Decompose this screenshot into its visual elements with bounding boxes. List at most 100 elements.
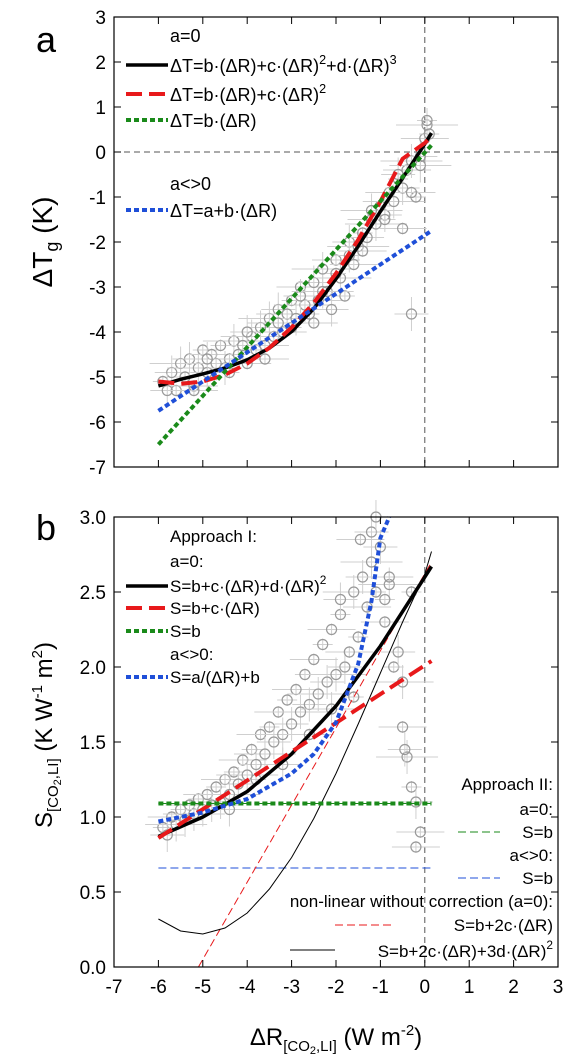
panel-b-axes: -7 -6 -5 -4 -3 -2 -1 0 1 2 3 0.0 0.5 1.0 1.5 2.0 2.5 3.0 [80, 508, 564, 998]
panel-a-data-point [374, 213, 395, 226]
panel-b-xlabel: ΔR[CO2,LI] (W m-2) [250, 1022, 422, 1057]
panel-a-series-linoff [157, 229, 433, 413]
panel-b-legend2-group-an0: a<>0: [510, 846, 554, 865]
panel-a-data-point [338, 245, 387, 257]
panel-a-data-point [230, 315, 265, 349]
panel-b-data-point [401, 781, 422, 793]
panel-b-legend2-label-nl_lin-part: S=b+2c·(ΔR) [454, 916, 553, 935]
panel-b-xlabel-unit2: ) [414, 1024, 422, 1051]
panel-a-point-marker [241, 326, 253, 338]
panel-b-legend2-label-II_an0-part: S=b [522, 869, 553, 888]
panel-b-legend2-group-nl: non-linear without correction (a=0): [290, 892, 553, 911]
panel-a-ylabel-unit: (K) [27, 197, 58, 242]
panel-b-point-marker [228, 766, 240, 778]
panel-a-data-point [387, 186, 436, 199]
panel-a-data-point [380, 144, 443, 178]
panel-b-legend-label-I_lin-part: S=b+c·(ΔR) [170, 599, 260, 618]
panel-b-legend: Approach I:a=0:S=b+c·(ΔR)+d·(ΔR)2S=b+c·(… [126, 527, 553, 961]
panel-b-legend2-group-a0: a=0: [519, 800, 553, 819]
panel-a-y-tick-label: -2 [89, 233, 106, 254]
panel-b-ylabel-sub3: ,LI] [45, 758, 62, 779]
panel-b-data-point [343, 601, 392, 613]
panel-a-legend-label-lin-part: ΔT=b·(ΔR) [170, 111, 257, 131]
panel-a-legend-label-linoff-part: ΔT=a+b·(ΔR) [170, 201, 277, 221]
panel-a-point-marker [421, 114, 433, 127]
panel-b-data-point [256, 725, 291, 759]
panel-b-point-marker [352, 631, 364, 643]
panel-b-point-marker [312, 688, 324, 700]
panel-b-ylabel-unit3: ) [31, 642, 58, 650]
svg-text:S[CO2,LI] (K W-1 m2): S[CO2,LI] (K W-1 m2) [29, 642, 64, 828]
panel-b-point-marker [348, 691, 360, 703]
panel-a-legend-label-cubic-sup: 3 [390, 53, 397, 67]
panel-b-point-marker [294, 706, 307, 718]
panel-b-data-point [259, 721, 280, 733]
panel-a-point-marker [325, 303, 338, 316]
panel-b-legend2-label-II_a0: S=b [522, 823, 553, 842]
panel-b-y-tick-label: 2.0 [80, 658, 106, 679]
panel-a-legend-group-a0: a=0 [170, 26, 201, 46]
panel-a-legend-label-cubic-part: + [326, 56, 337, 76]
panel-b-legend2-label-II_an0: S=b [522, 869, 553, 888]
panel-b-xlabel-sup: -2 [401, 1022, 414, 1039]
panel-b-point-marker [321, 676, 333, 688]
panel-a-y-tick-label: -4 [89, 323, 106, 344]
panel-a-legend: a=0ΔT=b·(ΔR)+c·(ΔR)2+d·(ΔR)3ΔT=b·(ΔR)+c·… [126, 26, 397, 221]
panel-b-data-point [310, 665, 345, 699]
panel-b-legend2-label-nl_quad: S=b+2c·(ΔR)+3d·(ΔR)2 [378, 938, 554, 961]
panel-b-series-I_lin [157, 659, 433, 840]
panel-b-data-point [312, 638, 333, 651]
panel-b-ylabel-sup2: 2 [29, 650, 46, 658]
panel-a-point-marker [405, 308, 418, 320]
panel-b-xlabel-sub3: ,LI] [316, 1038, 337, 1055]
panel-b-point-marker [325, 623, 338, 636]
panel-a-point-marker [348, 258, 360, 271]
panel-b-point-marker [397, 721, 409, 733]
panel-b-xlabel-main: ΔR [250, 1024, 283, 1051]
panel-a-point-marker [201, 353, 213, 365]
panel-b-point-marker [286, 718, 298, 730]
panel-b-xlabel-sub: [CO [283, 1038, 310, 1055]
panel-b-x-tick-label: 3 [553, 977, 564, 998]
panel-b-data-point [269, 695, 332, 729]
panel-b-point-marker [250, 758, 262, 771]
panel-a-ylabel-sub: g [42, 242, 62, 252]
panel-b-data-point [374, 593, 395, 606]
panel-b-legend-label-I_quad-sup: 2 [320, 573, 327, 587]
panel-b-legend-group-a0: a=0: [170, 552, 204, 571]
panel-b-point-marker [308, 653, 320, 666]
panel-b-legend2-label-nl_quad-part: S=b+2c·(ΔR)+3d·(ΔR) [378, 942, 547, 961]
panel-b-ylabel-main: S [31, 812, 58, 828]
panel-a-legend-label-cubic: ΔT=b·(ΔR)+c·(ΔR)2+d·(ΔR)3 [170, 53, 397, 76]
panel-a-y-tick-label: -7 [89, 458, 106, 479]
panel-b-data-point [307, 623, 356, 636]
panel-b-data-point [287, 677, 350, 711]
panel-b-data-point [383, 661, 404, 673]
panel-b-data-point [343, 691, 364, 703]
panel-b-ylabel-sub: [CO [45, 785, 62, 812]
panel-a-data-point [394, 297, 429, 331]
panel-b-data-point [387, 732, 422, 767]
panel-a-point-marker [259, 353, 271, 365]
panel-b-data-point [396, 826, 445, 838]
panel-b-xlabel-unit: (W m [337, 1024, 401, 1051]
panel-a-y-tick-label: 3 [95, 8, 106, 29]
panel-b-chart: b S[CO2,LI] (K W-1 m2) ΔR[CO2,LI] (W m-2… [29, 500, 563, 1057]
panel-a-series-lin [156, 143, 433, 446]
panel-b-legend-label-I_quad-part: S=b+c·(ΔR)+d·(ΔR) [170, 577, 320, 596]
panel-a-ylabel-main: ΔT [27, 252, 58, 288]
panel-a-point-marker [308, 317, 320, 329]
panel-b-data-point [323, 582, 358, 617]
panel-a-legend-label-cubic-part: d·(ΔR) [337, 56, 390, 76]
panel-a-y-tick-label: 0 [95, 143, 106, 164]
panel-b-data-point [289, 653, 338, 666]
panel-b-legend-label-I_const-part: S=b [170, 622, 201, 641]
panel-b-point-marker [210, 781, 222, 793]
panel-b-x-tick-label: -6 [150, 977, 167, 998]
panel-b-point-marker [405, 781, 418, 793]
panel-b-point-marker [317, 638, 329, 651]
panel-b-point-marker [414, 826, 426, 838]
svg-text:ΔTg (K): ΔTg (K) [27, 197, 62, 288]
panel-a-point-marker [379, 213, 391, 226]
panel-b-ylabel-sup1: -1 [29, 685, 46, 698]
